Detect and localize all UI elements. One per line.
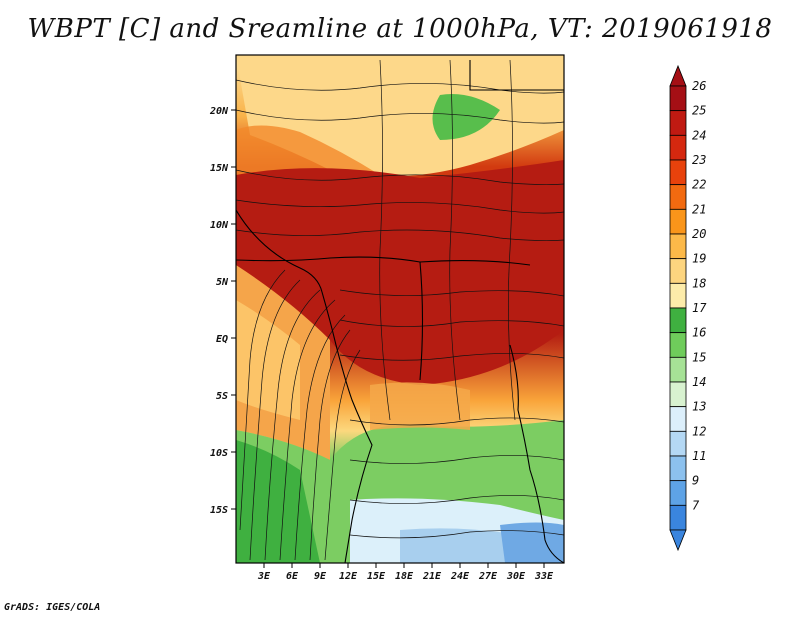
colorbar-swatch xyxy=(669,504,687,531)
map-frame xyxy=(235,54,565,564)
lon-label: 15E xyxy=(367,571,386,582)
colorbar-swatch xyxy=(669,406,687,432)
colorbar-label: 11 xyxy=(692,449,706,463)
colorbar-swatch xyxy=(669,480,687,506)
colorbar-swatch xyxy=(669,85,687,112)
colorbar-swatch xyxy=(669,184,687,210)
colorbar-swatch xyxy=(669,208,687,235)
grads-credit: GrADS: IGES/COLA xyxy=(4,602,101,613)
colorbar-label: 16 xyxy=(692,326,706,340)
colorbar-label: 26 xyxy=(692,79,706,93)
lat-label: 5N xyxy=(216,277,229,288)
colorbar-swatch xyxy=(669,282,687,309)
lon-label: 18E xyxy=(395,571,414,582)
colorbar-swatch xyxy=(669,110,687,136)
colorbar-swatch xyxy=(669,381,687,408)
lon-label: 9E xyxy=(314,571,327,582)
colorbar-swatch xyxy=(669,356,687,383)
colorbar-bottom-arrow xyxy=(669,529,687,552)
colorbar: 26 25 24 23 22 21 20 19 18 17 16 15 14 13 12 11 9 7 xyxy=(669,64,707,552)
axis-ticks xyxy=(231,109,545,568)
colorbar-label: 20 xyxy=(692,227,706,241)
colorbar-label: 15 xyxy=(692,350,706,364)
lat-label: 15N xyxy=(210,163,229,174)
colorbar-swatch xyxy=(669,455,687,482)
colorbar-label: 24 xyxy=(692,128,706,142)
colorbar-label: 14 xyxy=(692,375,706,389)
colorbar-label: 19 xyxy=(692,252,706,266)
colorbar-swatch xyxy=(669,233,687,260)
colorbar-swatch xyxy=(669,307,687,334)
colorbar-swatch xyxy=(669,159,687,186)
lon-label: 33E xyxy=(534,571,554,582)
colorbar-top-arrow xyxy=(669,64,687,87)
longitude-labels: 3E 6E 9E 12E 15E 18E 21E 24E 27E 30E 33E xyxy=(257,571,554,582)
lon-label: 6E xyxy=(286,571,299,582)
colorbar-label: 18 xyxy=(692,276,706,290)
colorbar-label: 17 xyxy=(692,301,707,315)
lon-label: 24E xyxy=(450,571,470,582)
colorbar-label: 9 xyxy=(692,474,699,488)
lon-label: 12E xyxy=(339,571,358,582)
lat-label: 15S xyxy=(210,505,228,516)
lon-label: 21E xyxy=(422,571,442,582)
lon-label: 30E xyxy=(506,571,526,582)
lon-label: 3E xyxy=(257,571,271,582)
lat-label: 10N xyxy=(210,220,229,231)
lat-label: 5S xyxy=(216,391,228,402)
lat-label: 10S xyxy=(210,448,228,459)
lat-label: EQ xyxy=(216,334,228,345)
streamlines xyxy=(236,59,564,561)
colorbar-label: 13 xyxy=(692,400,706,414)
colorbar-label: 7 xyxy=(692,498,700,512)
colorbar-label: 23 xyxy=(692,153,706,167)
colorbar-label: 25 xyxy=(692,104,706,118)
map-title: WBPT [C] and Sreamline at 1000hPa, VT: 2… xyxy=(27,14,773,44)
colorbar-swatch xyxy=(669,430,687,457)
coastlines xyxy=(236,60,564,563)
colorbar-swatch xyxy=(669,332,687,358)
lat-label: 20N xyxy=(209,106,229,117)
colorbar-swatch xyxy=(669,258,687,284)
colorbar-label: 12 xyxy=(692,424,706,438)
colorbar-label: 21 xyxy=(692,202,706,216)
colorbar-label: 22 xyxy=(692,178,706,192)
latitude-labels: 20N 15N 10N 5N EQ 5S 10S 15S xyxy=(209,106,229,516)
colorbar-swatch xyxy=(669,134,687,161)
lon-label: 27E xyxy=(478,571,498,582)
